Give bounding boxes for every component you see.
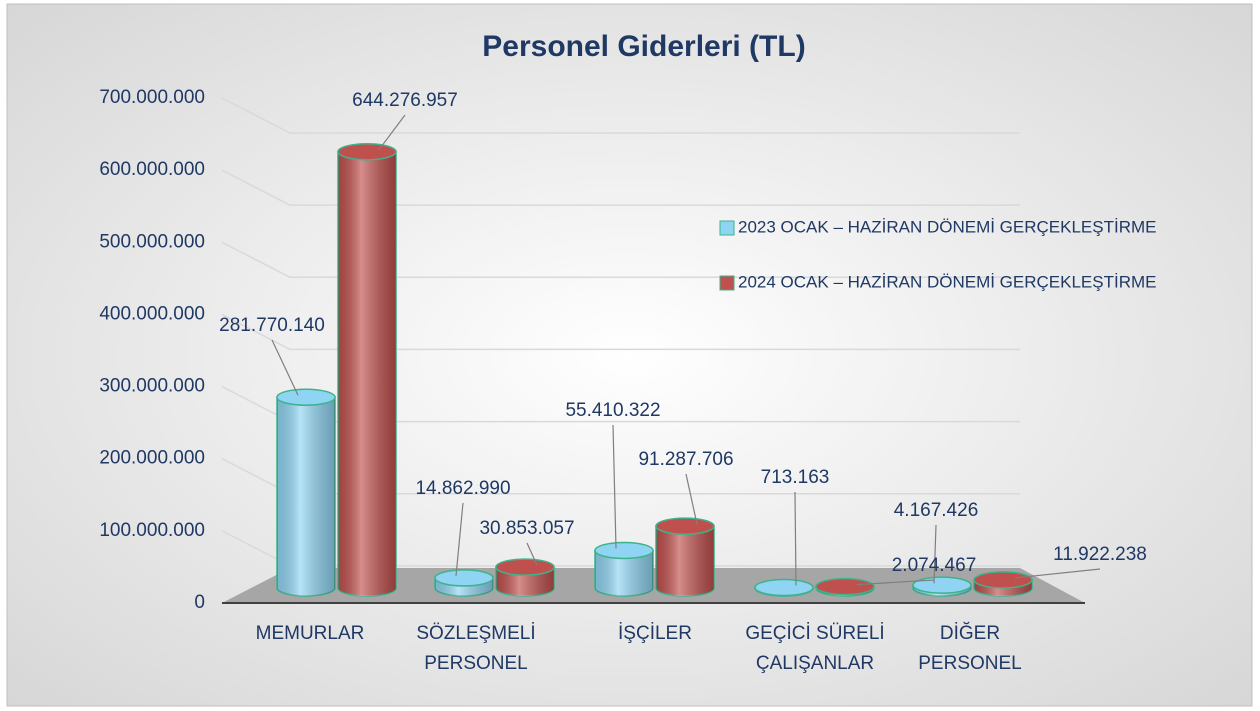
data-label: 91.287.706	[638, 449, 733, 470]
y-tick-label: 600.000.000	[99, 159, 205, 180]
bar-top	[754, 578, 814, 597]
bar	[337, 142, 397, 597]
bar-shade	[595, 550, 653, 596]
bar	[912, 576, 972, 597]
data-label: 14.862.990	[415, 478, 510, 499]
bar	[276, 388, 336, 597]
x-tick-label: ÇALIŞANLAR	[756, 653, 874, 674]
leader-line	[612, 424, 617, 549]
data-label: 30.853.057	[479, 518, 574, 539]
bar-top	[276, 388, 336, 406]
data-label: 55.410.322	[565, 400, 660, 421]
bar-shade	[338, 151, 396, 596]
legend-swatch	[719, 220, 735, 236]
bar-top	[815, 577, 875, 596]
y-tick-label: 300.000.000	[99, 376, 205, 397]
bar-top	[655, 517, 715, 535]
data-label: 281.770.140	[219, 315, 325, 336]
y-tick-label: 700.000.000	[99, 87, 205, 108]
grid-line	[221, 97, 1020, 134]
leader-line	[271, 339, 299, 396]
chart-title: Personel Giderleri (TL)	[482, 30, 805, 63]
bar-top	[912, 576, 972, 594]
x-tick-label: GEÇİCİ SÜRELİ	[745, 623, 884, 644]
legend-swatch	[719, 275, 735, 291]
y-tick-label: 100.000.000	[99, 520, 205, 541]
x-tick-label: PERSONEL	[424, 653, 527, 674]
x-tick-label: DİĞER	[940, 622, 1000, 644]
bar-top	[594, 541, 654, 560]
legend-label: 2023 OCAK – HAZİRAN DÖNEMİ GERÇEKLEŞTİRM…	[738, 217, 1157, 236]
data-label: 11.922.238	[1053, 544, 1147, 565]
bar	[815, 577, 875, 597]
grid-line	[221, 169, 1020, 206]
data-label: 713.163	[761, 467, 830, 488]
bar	[434, 569, 494, 597]
bar-shade	[277, 397, 335, 596]
leader-line	[1014, 568, 1101, 579]
y-tick-label: 400.000.000	[99, 303, 205, 324]
data-label: 644.276.957	[352, 90, 458, 111]
bar	[655, 517, 715, 597]
x-tick-label: SÖZLEŞMELİ	[416, 623, 535, 644]
leader-line	[455, 502, 464, 576]
y-tick-label: 200.000.000	[99, 448, 205, 469]
bar-top	[337, 142, 397, 161]
leader-line	[794, 491, 797, 586]
x-tick-label: MEMURLAR	[256, 623, 365, 644]
x-tick-label: PERSONEL	[918, 653, 1021, 674]
y-tick-label: 0	[194, 592, 205, 613]
leader-line	[526, 542, 538, 566]
x-tick-label: İŞÇİLER	[618, 623, 692, 644]
leader-line	[933, 524, 937, 584]
data-label: 2.074.467	[892, 555, 977, 576]
bar-top	[434, 569, 494, 587]
grid-line	[221, 241, 1020, 279]
data-label: 4.167.426	[894, 500, 979, 521]
leader-line	[685, 473, 698, 525]
leader-line	[378, 114, 406, 151]
bar	[973, 571, 1033, 597]
leader-line	[856, 579, 935, 586]
bar	[495, 558, 555, 597]
grid-line	[221, 313, 1020, 351]
bar	[594, 541, 654, 597]
y-tick-label: 500.000.000	[99, 231, 205, 252]
bar-top	[973, 571, 1033, 589]
bar-shade	[656, 526, 714, 596]
legend-label: 2024 OCAK – HAZİRAN DÖNEMİ GERÇEKLEŞTİRM…	[738, 272, 1157, 291]
bar-top	[495, 558, 555, 576]
bar	[754, 578, 814, 597]
